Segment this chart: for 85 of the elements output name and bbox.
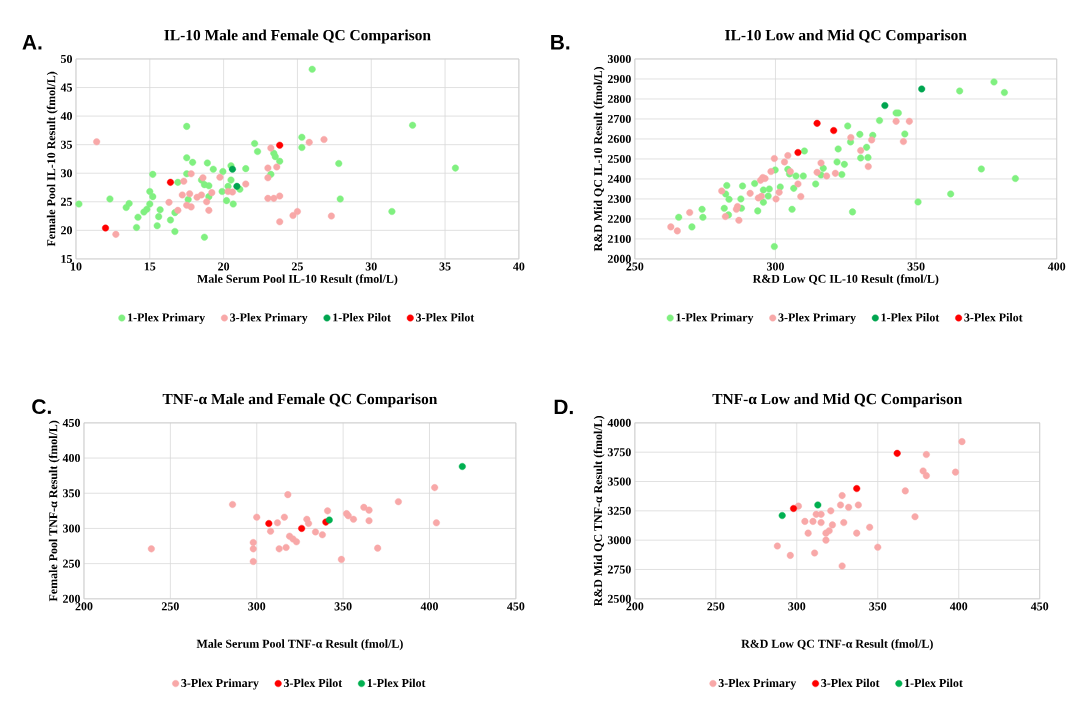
x-axis-title: Male Serum Pool IL-10 Result (fmol/L) [197,274,398,286]
x-tick-label: 350 [907,262,925,271]
x-tick-label: 10 [70,262,82,271]
x-tick-label: 400 [1047,262,1066,271]
x-axis-title: R&D Low QC IL-10 Result (fmol/L) [752,274,939,286]
y-tick-label: 3750 [607,448,631,457]
chart-title: IL-10 Low and Mid QC Comparison [725,29,967,44]
x-tick-label: 400 [949,602,968,611]
legend-label: 1-Plex Primary [128,313,206,325]
legend-label: 1-Plex Pilot [333,313,391,322]
y-axis-title: Female Pool IL-10 Result (fmol/L) [46,71,58,247]
x-tick-label: 250 [161,602,179,611]
legend-label: 1-Plex Pilot [881,313,940,322]
y-tick-label: 50 [61,55,73,64]
x-tick-label: 40 [513,262,525,271]
text: A. [22,35,42,50]
x-tick-label: 300 [788,602,806,611]
y-tick-label: 2600 [607,135,631,144]
y-tick-label: 2700 [607,115,631,124]
y-tick-label: 2000 [607,254,631,264]
text: C. [32,399,51,415]
y-tick-label: 20 [61,226,73,235]
x-tick-label: 250 [626,262,644,271]
x-tick-label: 300 [766,262,784,271]
x-tick-label: 350 [334,602,352,611]
y-tick-label: 2900 [607,75,631,84]
x-tick-label: 200 [626,602,644,611]
y-tick-label: 300 [62,524,81,533]
x-tick-label: 30 [365,262,377,271]
y-tick-label: 3250 [607,506,631,515]
y-tick-label: 400 [62,454,81,463]
x-tick-label: 300 [248,602,266,611]
legend-label: 1-Plex Pilot [905,678,963,688]
y-tick-label: 2400 [607,175,631,184]
legend-label: 3-Plex Pilot [416,313,475,322]
y-axis-title: R&D Mid QC TNF-α Result (fmol/L) [593,416,605,607]
y-tick-label: 3500 [607,477,631,486]
legend-label: 3-Plex Primary [230,313,308,325]
text: B. [551,35,570,50]
x-tick-label: 15 [144,262,156,271]
y-tick-label: 15 [61,255,73,264]
legend-label: 3-Plex Primary [181,678,259,690]
x-tick-label: 400 [420,602,438,611]
y-tick-label: 40 [60,112,73,121]
y-tick-label: 45 [60,83,73,92]
text: D. [554,399,573,415]
x-tick-label: 35 [439,262,451,271]
legend-label: 3-Plex Primary [778,313,856,325]
y-tick-label: 2300 [607,195,631,204]
x-tick-label: 25 [291,262,303,271]
y-tick-label: 2200 [607,215,631,224]
x-tick-label: 200 [75,602,93,611]
legend-label: 1-Plex Pilot [367,678,426,688]
y-axis-title: Female Pool TNF-α Result (fmol/L) [48,420,60,602]
y-tick-label: 2800 [607,95,631,104]
y-tick-label: 30 [60,169,73,178]
x-tick-label: 450 [507,602,525,611]
y-tick-label: 3000 [607,55,631,64]
y-tick-label: 450 [62,418,81,427]
legend-label: 3-Plex Pilot [964,313,1023,322]
x-tick-label: 250 [707,602,725,611]
chart-title: IL-10 Male and Female QC Comparison [164,29,431,44]
x-axis-title: R&D Low QC TNF-α Result (fmol/L) [741,639,933,651]
x-axis-title: Male Serum Pool TNF-α Result (fmol/L) [196,639,403,651]
y-tick-label: 4000 [607,418,631,427]
legend-label: 1-Plex Primary [676,313,754,325]
chart-title: TNF-α Male and Female QC Comparison [162,393,438,408]
y-tick-label: 350 [62,489,81,498]
y-tick-label: 2500 [607,594,631,603]
x-tick-label: 450 [1030,602,1049,611]
y-tick-label: 200 [63,594,81,603]
y-tick-label: 35 [60,140,73,149]
y-tick-label: 3000 [607,536,631,545]
x-tick-label: 20 [218,262,230,271]
chart-title: TNF-α Low and Mid QC Comparison [712,393,963,408]
legend-label: 3-Plex Pilot [283,678,343,688]
y-tick-label: 2100 [607,234,631,244]
legend-label: 3-Plex Pilot [821,678,880,688]
y-tick-label: 25 [61,197,73,206]
y-tick-label: 2500 [607,155,631,164]
y-axis-title: R&D Mid QC IL-10 Result (fmol/L) [593,67,605,252]
y-tick-label: 2750 [607,565,631,574]
y-tick-label: 250 [63,559,81,568]
legend-label: 3-Plex Primary [718,678,797,690]
x-tick-label: 350 [869,602,887,611]
